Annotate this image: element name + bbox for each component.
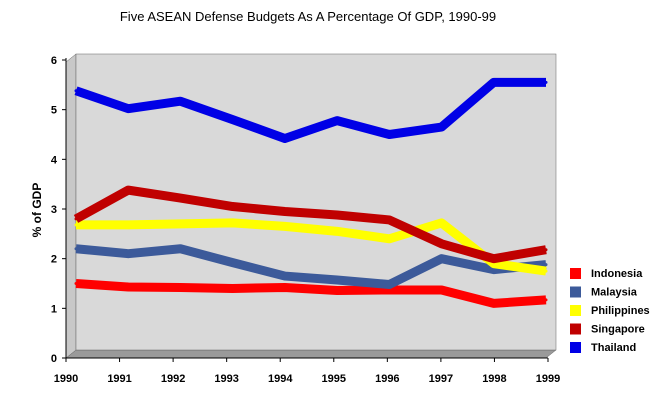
data-point-indonesia [126,285,130,289]
legend-swatch-indonesia [570,268,581,279]
plot-area [75,53,557,351]
data-point-singapore [178,196,182,200]
data-point-philippines [231,221,235,225]
data-point-singapore [544,248,548,252]
data-point-philippines [74,223,78,227]
y-tick-label: 0 [51,353,57,365]
x-tick-label: 1996 [375,373,399,385]
legend-swatch-thailand [570,342,581,353]
legend-label-malaysia: Malaysia [591,287,638,299]
data-point-malaysia [231,261,235,265]
data-point-thailand [492,80,496,84]
data-point-malaysia [492,268,496,272]
legend-swatch-malaysia [570,286,581,298]
series-line-malaysia [75,244,547,289]
legend-swatch-philippines [570,305,581,316]
data-point-philippines [178,222,182,226]
data-point-philippines [335,229,339,233]
series-line-singapore [73,185,547,264]
legend-label-indonesia: Indonesia [591,268,643,280]
data-point-malaysia [126,252,130,256]
data-point-malaysia [335,278,339,282]
data-point-philippines [126,223,130,227]
chart-title: Five ASEAN Defense Budgets As A Percenta… [120,9,496,24]
data-point-thailand [335,119,339,123]
data-point-malaysia [440,257,444,261]
y-tick-label: 5 [51,105,57,117]
data-point-thailand [231,118,235,122]
data-point-singapore [126,188,130,192]
y-axis-label: % of GDP [30,183,44,238]
data-point-singapore [74,217,78,221]
data-point-malaysia [74,247,78,251]
y-tick-label: 6 [51,55,57,67]
x-tick-label: 1990 [54,373,78,385]
series-line-thailand [74,77,546,143]
legend-label-singapore: Singapore [591,324,645,336]
data-point-philippines [283,224,287,228]
x-tick-label: 1992 [161,373,185,385]
x-tick-label: 1998 [482,373,506,385]
data-point-philippines [387,237,391,241]
data-point-singapore [231,205,235,209]
data-point-thailand [126,107,130,111]
data-point-malaysia [178,247,182,251]
data-point-thailand [387,133,391,136]
data-point-indonesia [283,285,287,289]
data-point-indonesia [492,301,496,305]
data-point-thailand [440,125,444,129]
x-tick-label: 1994 [268,373,293,385]
data-point-indonesia [231,286,235,290]
data-point-thailand [74,89,78,93]
y-tick-label: 1 [51,303,57,315]
x-tick-label: 1993 [214,373,238,385]
series-line-indonesia [75,279,547,308]
data-point-philippines [544,269,548,273]
data-point-singapore [335,213,339,217]
data-point-malaysia [544,263,548,267]
plot-side-wall [65,53,77,359]
x-tick-label: 1991 [107,373,131,385]
data-point-philippines [440,221,444,225]
legend-swatch-singapore [570,323,581,335]
data-point-singapore [283,209,287,213]
data-point-malaysia [387,282,391,286]
data-point-malaysia [283,274,287,278]
legend-label-thailand: Thailand [591,342,636,354]
x-tick-label: 1995 [322,373,346,385]
data-point-indonesia [74,282,78,285]
data-point-singapore [492,257,496,261]
data-point-singapore [387,218,391,222]
data-point-indonesia [440,288,444,292]
x-tick-label: 1999 [536,373,560,385]
y-tick-label: 4 [51,154,58,166]
x-tick-label: 1997 [429,373,453,385]
data-point-thailand [178,99,182,103]
plot-floor [65,349,557,359]
y-tick-label: 2 [51,254,57,266]
data-point-indonesia [335,288,339,292]
data-point-thailand [544,80,548,84]
legend-label-philippines: Philippines [591,305,650,317]
data-point-thailand [283,136,287,140]
data-point-singapore [440,242,444,246]
data-point-indonesia [544,298,548,302]
series-line-philippines [76,218,547,276]
data-point-indonesia [178,285,182,289]
data-point-indonesia [387,288,391,292]
y-tick-label: 3 [51,204,57,216]
